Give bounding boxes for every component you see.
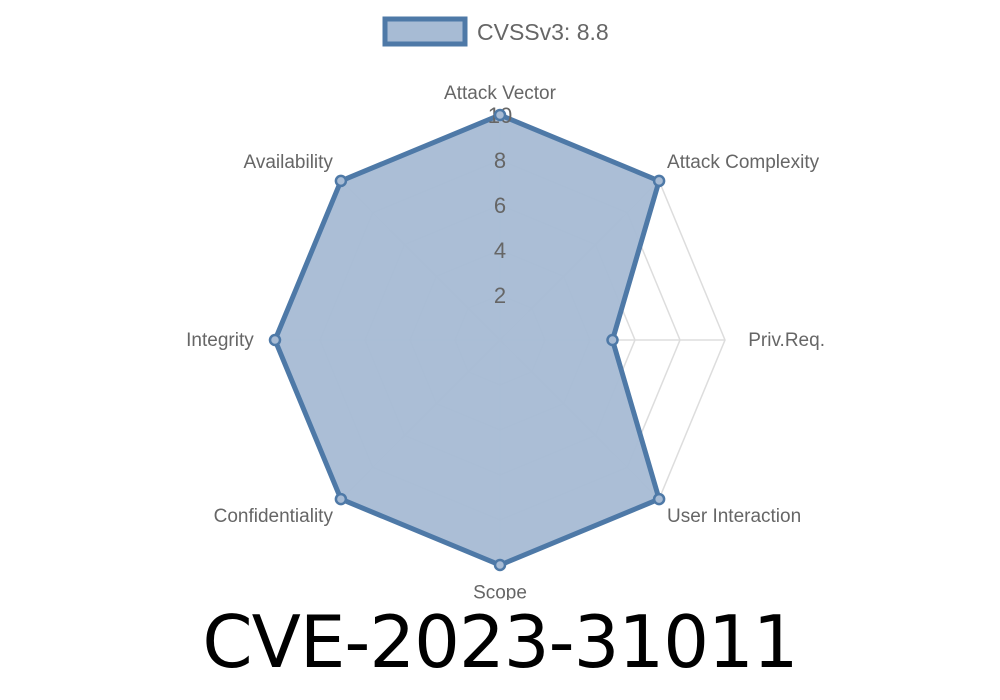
axis-label: Confidentiality	[214, 506, 334, 527]
data-point	[652, 174, 666, 188]
axis-label: Attack Vector	[444, 83, 557, 104]
legend-label: CVSSv3: 8.8	[477, 19, 609, 45]
data-point	[606, 333, 619, 347]
tick-label: 4	[494, 238, 506, 263]
axis-label: Scope	[473, 582, 527, 600]
data-point	[493, 108, 507, 122]
legend-swatch	[382, 16, 468, 47]
tick-label: 8	[494, 148, 506, 173]
tick-label: 2	[494, 283, 506, 308]
axis-label: Priv.Req.	[748, 330, 825, 351]
data-area	[272, 112, 663, 568]
cve-title: CVE-2023-31011	[202, 600, 798, 684]
axis-label: User Interaction	[667, 506, 801, 527]
data-point	[334, 492, 348, 506]
data-point	[652, 492, 666, 506]
data-point	[493, 558, 507, 572]
data-point	[268, 333, 282, 347]
axis-label: Availability	[244, 152, 334, 173]
data-point	[334, 174, 348, 188]
axis-label: Attack Complexity	[667, 152, 820, 173]
axis-label: Integrity	[186, 330, 254, 351]
tick-label: 6	[494, 193, 506, 218]
